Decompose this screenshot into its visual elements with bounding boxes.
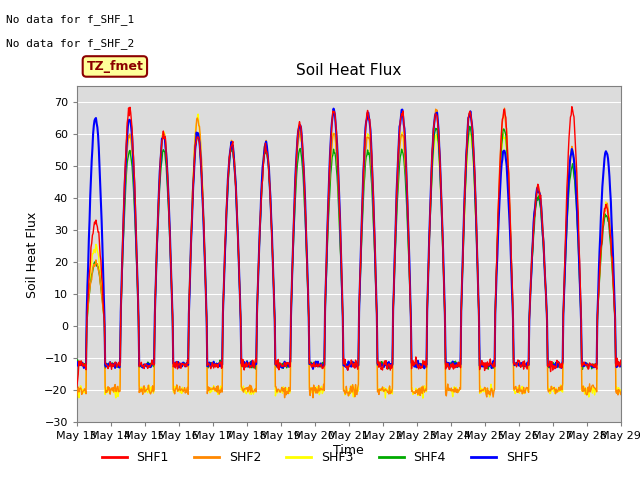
Text: No data for f_SHF_1: No data for f_SHF_1 (6, 14, 134, 25)
Legend: SHF1, SHF2, SHF3, SHF4, SHF5: SHF1, SHF2, SHF3, SHF4, SHF5 (97, 446, 543, 469)
Text: TZ_fmet: TZ_fmet (86, 60, 143, 73)
X-axis label: Time: Time (333, 444, 364, 457)
Y-axis label: Soil Heat Flux: Soil Heat Flux (26, 211, 38, 298)
Title: Soil Heat Flux: Soil Heat Flux (296, 63, 401, 78)
Text: No data for f_SHF_2: No data for f_SHF_2 (6, 38, 134, 49)
